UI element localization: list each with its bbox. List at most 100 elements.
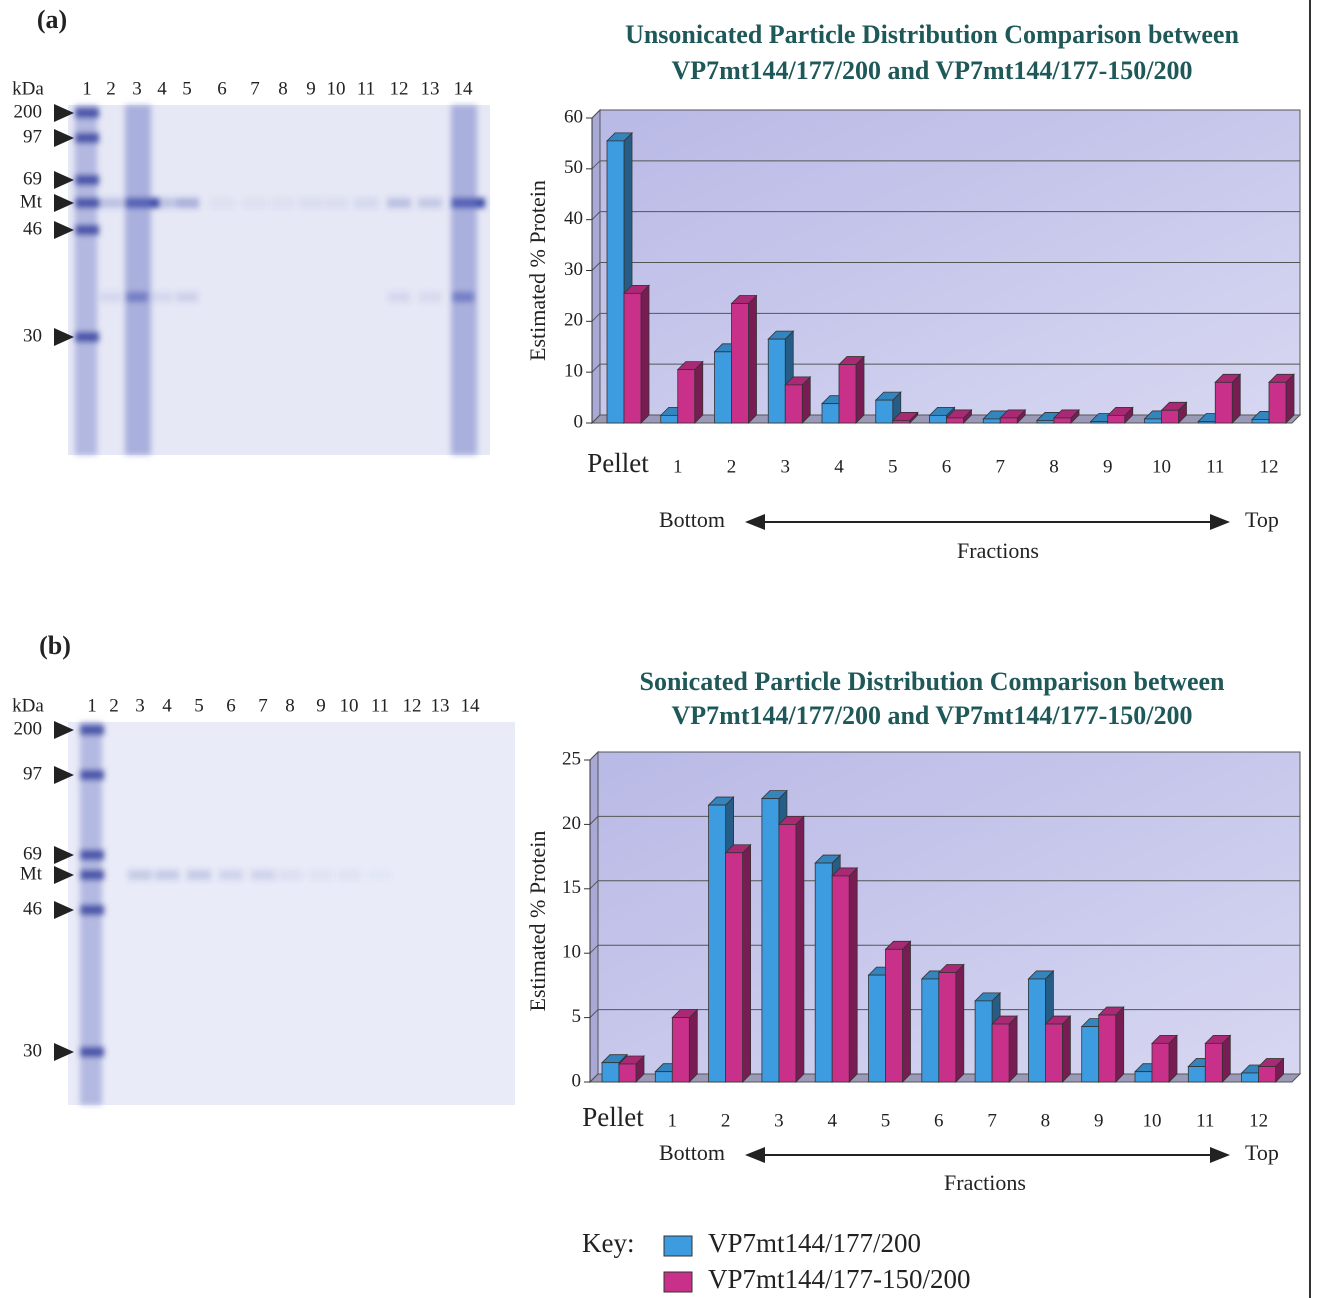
y-tick-label: 0 <box>572 1070 582 1091</box>
marker-label: 30 <box>23 1040 42 1061</box>
gel-band <box>151 292 173 302</box>
x-tick-label: 10 <box>1143 1110 1162 1131</box>
lane-label: 3 <box>135 695 145 716</box>
gel-unit: kDa <box>12 695 44 716</box>
x-tick-label: 4 <box>834 456 844 477</box>
marker-label: Mt <box>20 191 43 212</box>
x-tick-label: 1 <box>673 456 683 477</box>
bar <box>785 385 802 423</box>
gel-band <box>80 770 104 780</box>
bar <box>992 1024 1009 1082</box>
bar <box>1215 382 1232 423</box>
x-tick-label: 5 <box>888 456 898 477</box>
x-tick-label: 3 <box>781 456 791 477</box>
bar <box>779 824 796 1082</box>
lane-label: 1 <box>87 695 97 716</box>
bar <box>672 1018 689 1082</box>
gel-band <box>75 332 99 342</box>
bar <box>1054 418 1071 423</box>
lane-label: 9 <box>316 695 326 716</box>
y-tick-label: 10 <box>564 361 583 382</box>
x-tick-label: Pellet <box>587 448 649 478</box>
bar <box>1108 415 1125 423</box>
lane-label: 14 <box>454 78 474 99</box>
gel-band <box>100 292 122 302</box>
x-tick-label: 12 <box>1260 456 1279 477</box>
marker-label: 30 <box>23 325 42 346</box>
side-wall <box>590 752 598 1082</box>
y-axis-label: Estimated % Protein <box>525 180 550 361</box>
bar <box>922 979 939 1082</box>
gel-band <box>354 198 378 208</box>
marker-label: 97 <box>23 763 42 784</box>
y-tick-label: 60 <box>564 106 583 127</box>
bar <box>893 420 910 423</box>
gel-band <box>219 870 243 880</box>
bar <box>678 370 695 423</box>
x-tick-label: 4 <box>827 1110 837 1131</box>
chart-title: VP7mt144/177/200 and VP7mt144/177-150/20… <box>672 56 1193 85</box>
bar <box>1091 421 1108 423</box>
lane-label: 6 <box>226 695 236 716</box>
gel-unit: kDa <box>12 78 44 99</box>
bar <box>607 141 624 423</box>
bar <box>886 949 903 1082</box>
arrow-head <box>745 1147 765 1163</box>
bar <box>1205 1043 1222 1082</box>
annotation: Bottom <box>659 507 725 532</box>
bar <box>869 975 886 1082</box>
bar <box>1135 1072 1152 1082</box>
bar <box>602 1063 619 1082</box>
lane-label: 11 <box>357 78 375 99</box>
lane-label: 13 <box>431 695 450 716</box>
y-tick-label: 15 <box>562 877 581 898</box>
chart-title: Unsonicated Particle Distribution Compar… <box>625 20 1239 49</box>
marker-label: 46 <box>23 898 42 919</box>
bar-side <box>796 816 804 1082</box>
gel-band <box>187 870 211 880</box>
y-tick-label: 5 <box>572 1006 582 1027</box>
gel-band <box>80 870 104 880</box>
bar-side <box>641 285 649 423</box>
gel-band <box>75 225 99 235</box>
bar-side <box>689 1010 697 1082</box>
bar <box>815 863 832 1082</box>
x-tick-label: 6 <box>934 1110 944 1131</box>
bar <box>1037 420 1054 423</box>
y-tick-label: 20 <box>564 310 583 331</box>
gel-lane <box>75 105 97 455</box>
y-axis-label: Estimated % Protein <box>525 831 550 1012</box>
gel-band <box>80 1047 104 1057</box>
bar-side <box>743 845 751 1082</box>
x-tick-label: 7 <box>996 456 1006 477</box>
lane-label: 2 <box>106 78 116 99</box>
bar <box>930 415 947 423</box>
bar <box>726 853 743 1082</box>
bar <box>832 876 849 1082</box>
gel-band <box>251 870 275 880</box>
x-tick-label: 12 <box>1249 1110 1268 1131</box>
bar <box>762 799 779 1082</box>
gel-band <box>388 292 410 302</box>
bar-side <box>1062 1016 1070 1082</box>
lane-label: 10 <box>340 695 359 716</box>
x-tick-label: 2 <box>727 456 737 477</box>
gel-band <box>278 870 302 880</box>
gel-band <box>80 725 104 735</box>
panel-label: (a) <box>37 5 67 34</box>
x-tick-label: 8 <box>1049 456 1059 477</box>
x-tick-label: 6 <box>942 456 952 477</box>
bar-side <box>1009 1016 1017 1082</box>
bar <box>1045 1024 1062 1082</box>
legend-label: VP7mt144/177/200 <box>708 1228 921 1258</box>
gel-band <box>75 108 99 118</box>
marker-label: 46 <box>23 218 42 239</box>
x-tick-label: 9 <box>1103 456 1113 477</box>
gel-band <box>337 870 361 880</box>
lane-label: 5 <box>194 695 204 716</box>
x-tick-label: 5 <box>881 1110 891 1131</box>
chart-title: VP7mt144/177/200 and VP7mt144/177-150/20… <box>672 701 1193 730</box>
x-tick-label: 1 <box>668 1110 678 1131</box>
gel-band <box>271 198 295 208</box>
legend-swatch <box>664 1272 692 1292</box>
